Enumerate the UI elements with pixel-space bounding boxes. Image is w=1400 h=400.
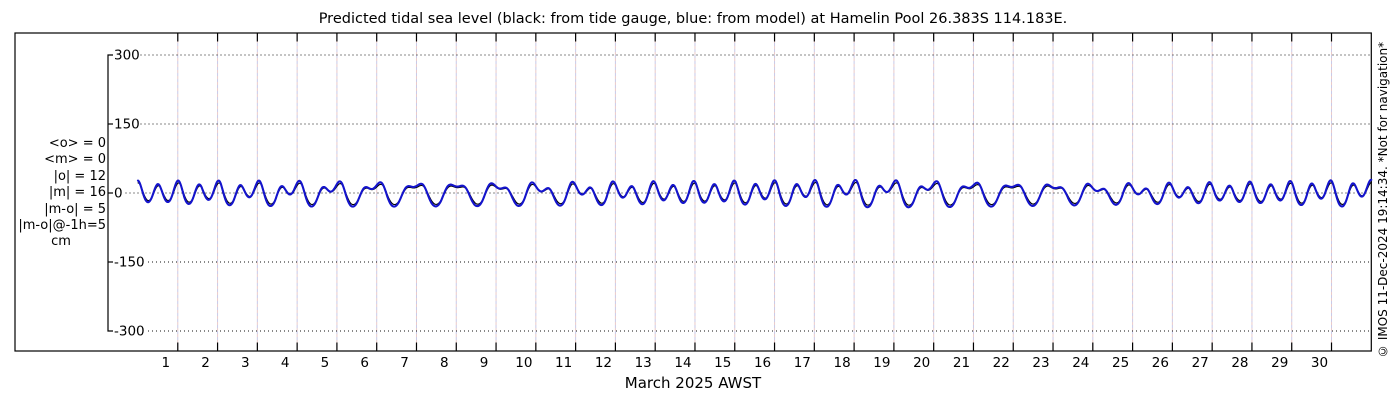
- svg-text:0: 0: [114, 186, 123, 202]
- svg-text:27: 27: [1192, 355, 1209, 371]
- svg-text:10: 10: [515, 355, 532, 371]
- svg-text:30: 30: [1311, 355, 1328, 371]
- x-tick-labels: 1 2 3 4 5 6 7 8 9 10 11 12 13 14 15 16 17 18 19 20 21 22 23 24 2…: [161, 355, 1328, 371]
- stat-abs-diff: |m-o| = 5: [44, 201, 106, 217]
- svg-text:20: 20: [913, 355, 930, 371]
- y-tick-labels: 300 150 0 -150 -300: [114, 48, 145, 340]
- svg-text:2: 2: [201, 355, 210, 371]
- x-axis-title: March 2025 AWST: [624, 374, 762, 392]
- svg-text:7: 7: [400, 355, 409, 371]
- svg-text:-150: -150: [114, 255, 145, 271]
- svg-text:3: 3: [241, 355, 250, 371]
- stat-abs-model: |m| = 16: [48, 185, 106, 201]
- stats-block: <o> = 0 <m> = 0 |o| = 12 |m| = 16 |m-o| …: [16, 136, 106, 251]
- svg-text:5: 5: [321, 355, 330, 371]
- svg-text:29: 29: [1271, 355, 1288, 371]
- vertical-day-gridlines: [177, 34, 1333, 350]
- stat-mean-model: <m> = 0: [44, 152, 106, 168]
- day-tick-marks: [177, 33, 1333, 351]
- svg-text:22: 22: [993, 355, 1010, 371]
- svg-text:19: 19: [873, 355, 890, 371]
- horizontal-gridlines: [125, 54, 1370, 332]
- svg-text:9: 9: [480, 355, 489, 371]
- svg-text:11: 11: [555, 355, 572, 371]
- svg-text:8: 8: [440, 355, 449, 371]
- svg-text:15: 15: [714, 355, 731, 371]
- y-axis: [107, 54, 113, 332]
- svg-text:300: 300: [114, 48, 140, 64]
- svg-text:13: 13: [635, 355, 652, 371]
- svg-text:12: 12: [595, 355, 612, 371]
- svg-text:150: 150: [114, 117, 140, 133]
- svg-text:24: 24: [1072, 355, 1089, 371]
- svg-text:14: 14: [674, 355, 691, 371]
- svg-text:25: 25: [1112, 355, 1129, 371]
- stat-abs-diff-lag: |m-o|@-1h=5: [18, 218, 106, 234]
- svg-text:1: 1: [161, 355, 170, 371]
- svg-text:28: 28: [1231, 355, 1248, 371]
- svg-text:6: 6: [360, 355, 369, 371]
- stat-abs-observed: |o| = 12: [53, 168, 106, 184]
- stat-mean-observed: <o> = 0: [48, 136, 106, 151]
- svg-text:23: 23: [1032, 355, 1049, 371]
- plot-frame: [14, 32, 1372, 352]
- svg-text:4: 4: [281, 355, 290, 371]
- svg-text:26: 26: [1152, 355, 1169, 371]
- chart-title: Predicted tidal sea level (black: from t…: [318, 11, 1068, 27]
- svg-text:17: 17: [794, 355, 811, 371]
- stat-unit: cm: [51, 234, 71, 250]
- model-curve: [136, 178, 1373, 209]
- watermark-credit: © IMOS 11-Dec-2024 19:14:34. *Not for na…: [1376, 41, 1390, 359]
- svg-text:21: 21: [953, 355, 970, 371]
- svg-text:18: 18: [834, 355, 851, 371]
- svg-text:16: 16: [754, 355, 771, 371]
- svg-text:-300: -300: [114, 324, 145, 340]
